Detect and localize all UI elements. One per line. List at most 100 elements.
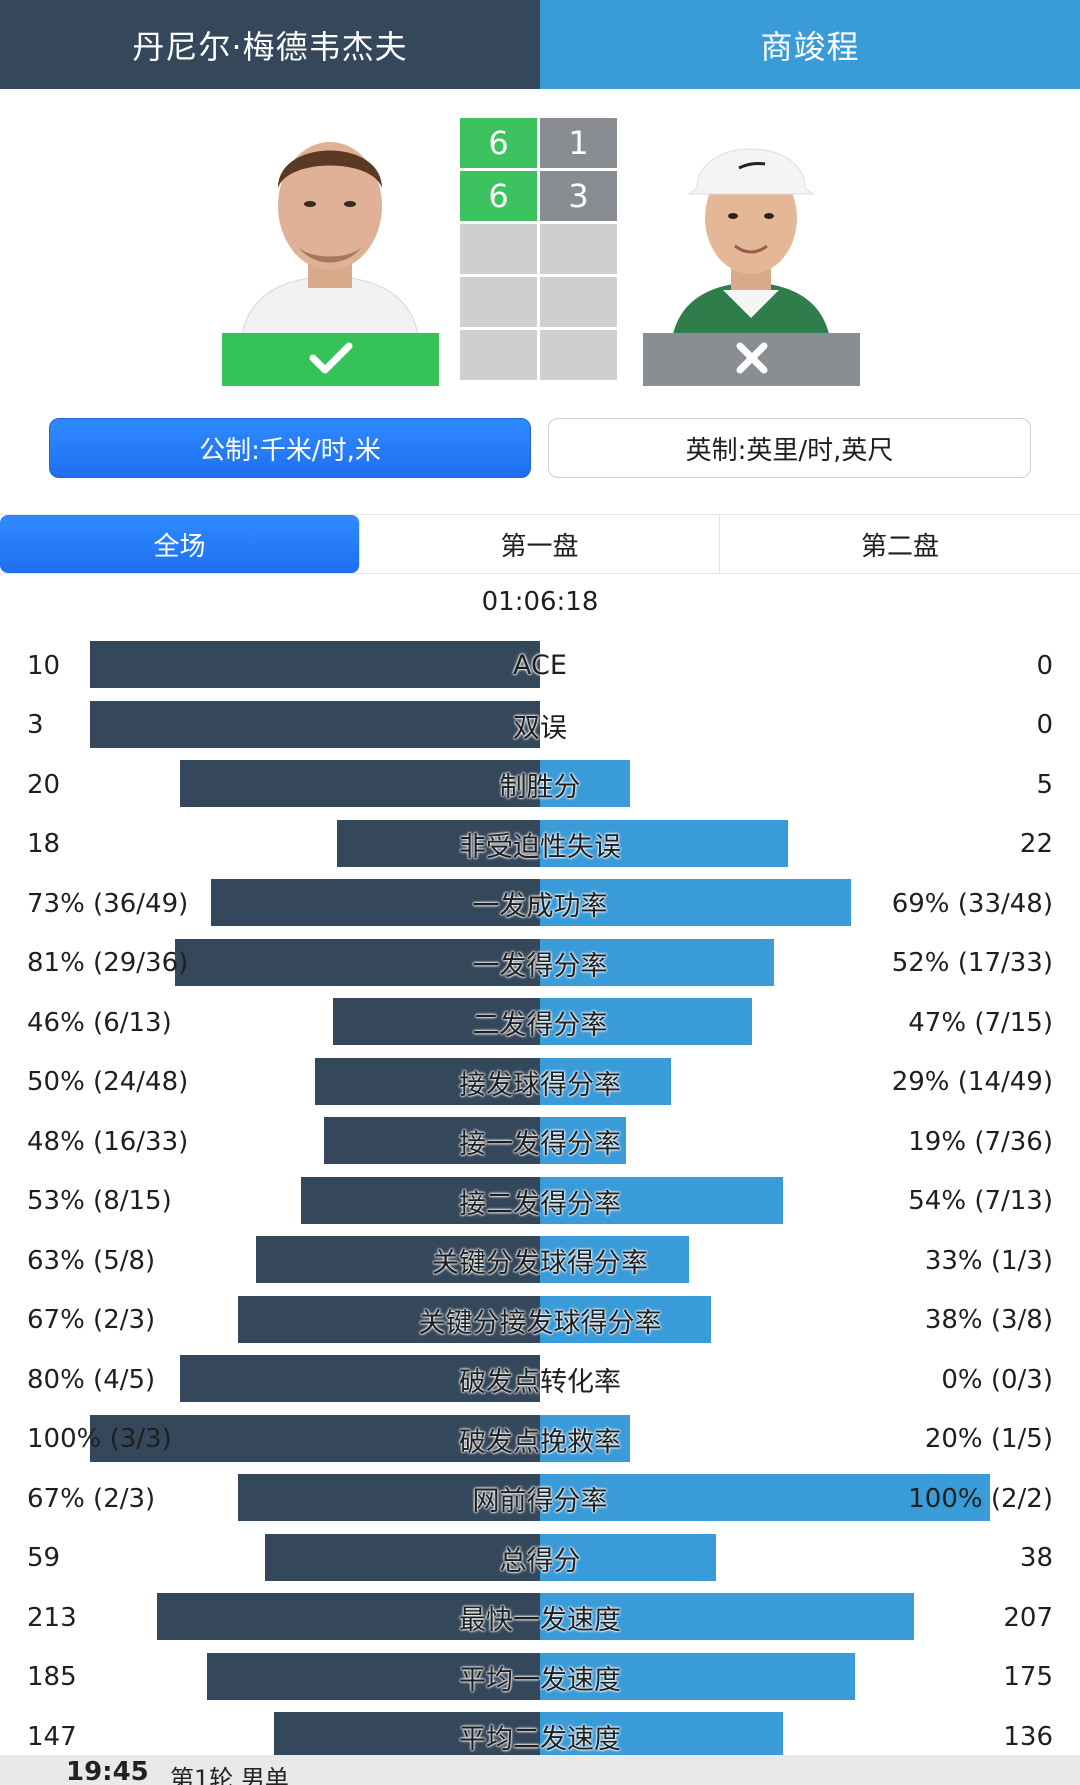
player1-stat-value: 48% (16/33) bbox=[27, 1126, 189, 1157]
winner-badge bbox=[222, 333, 439, 386]
player1-stat-value: 100% (3/3) bbox=[27, 1424, 172, 1455]
player2-stat-bar bbox=[540, 1236, 689, 1283]
player1-stat-bar bbox=[301, 1176, 540, 1224]
stat-row: 213 207 最快一发速度 bbox=[0, 1588, 1080, 1648]
player1-stat-value: 147 bbox=[27, 1721, 77, 1752]
player1-stat-bar bbox=[157, 1593, 540, 1640]
set-row bbox=[460, 330, 620, 380]
stat-label: 破发点挽救率 bbox=[459, 1426, 621, 1458]
stat-row: 18 22 非受迫性失误 bbox=[0, 815, 1080, 875]
player2-stat-bar bbox=[540, 819, 788, 867]
stat-label: 双误 bbox=[513, 712, 567, 744]
stat-label: 破发点转化率 bbox=[459, 1367, 621, 1399]
player1-stat-bar bbox=[333, 998, 540, 1045]
stat-row: 81% (29/36) 52% (17/33) 一发得分率 bbox=[0, 934, 1080, 994]
player2-stat-bar bbox=[540, 1117, 626, 1164]
tab-set-1[interactable]: 第一盘 bbox=[360, 515, 720, 573]
player1-stat-value: 73% (36/49) bbox=[27, 888, 189, 919]
tab-full-match[interactable]: 全场 bbox=[0, 515, 360, 573]
stat-label: 一发成功率 bbox=[472, 891, 608, 923]
stat-label: 非受迫性失误 bbox=[459, 831, 621, 863]
player1-stat-bar bbox=[180, 1355, 540, 1402]
player2-stat-bar bbox=[540, 1533, 716, 1581]
player1-stat-value: 3 bbox=[27, 710, 44, 741]
player2-stat-value: 54% (7/13) bbox=[908, 1186, 1053, 1217]
player1-stat-bar bbox=[175, 938, 540, 986]
stat-label: 网前得分率 bbox=[472, 1486, 608, 1518]
match-duration: 01:06:18 bbox=[481, 587, 599, 617]
player1-stat-value: 67% (2/3) bbox=[27, 1305, 156, 1336]
stat-label: 关键分接发球得分率 bbox=[418, 1307, 662, 1339]
player2-stat-value: 0 bbox=[1036, 710, 1053, 741]
imperial-units-button[interactable]: 英制:英里/时,英尺 bbox=[548, 418, 1031, 478]
player2-stat-value: 38 bbox=[1019, 1543, 1053, 1574]
player2-stat-value: 29% (14/49) bbox=[891, 1067, 1053, 1098]
stat-label: 接二发得分率 bbox=[459, 1188, 621, 1220]
stat-row: 147 136 平均二发速度 bbox=[0, 1707, 1080, 1767]
player1-stat-bar bbox=[238, 1474, 540, 1521]
set-row: 6 1 bbox=[460, 118, 620, 168]
player1-stat-bar bbox=[90, 1414, 540, 1462]
player2-name[interactable]: 商竣程 bbox=[540, 0, 1080, 89]
stat-row: 59 38 总得分 bbox=[0, 1529, 1080, 1589]
next-match-bar[interactable]: 19:45 第1轮 男单 bbox=[0, 1755, 1080, 1785]
player2-stat-bar bbox=[540, 1712, 783, 1759]
player2-avatar[interactable] bbox=[643, 118, 859, 334]
player1-stat-bar bbox=[265, 1533, 540, 1581]
player1-avatar[interactable] bbox=[222, 118, 438, 334]
player1-name[interactable]: 丹尼尔·梅德韦杰夫 bbox=[0, 0, 540, 89]
loser-badge bbox=[643, 333, 860, 386]
metric-units-button[interactable]: 公制:千米/时,米 bbox=[49, 418, 531, 478]
set-row: 6 3 bbox=[460, 171, 620, 221]
player1-stat-bar bbox=[274, 1712, 540, 1759]
stat-label: 接一发得分率 bbox=[459, 1129, 621, 1161]
player2-stat-value: 20% (1/5) bbox=[924, 1424, 1053, 1455]
player2-stat-value: 0 bbox=[1036, 650, 1053, 681]
player2-stat-value: 22 bbox=[1019, 829, 1053, 860]
player1-stat-value: 18 bbox=[27, 829, 61, 860]
match-header: 丹尼尔·梅德韦杰夫 商竣程 bbox=[0, 0, 1080, 89]
stat-row: 67% (2/3) 38% (3/8) 关键分接发球得分率 bbox=[0, 1291, 1080, 1351]
set1-p1-score: 6 bbox=[460, 118, 537, 168]
player2-stat-value: 175 bbox=[1003, 1662, 1053, 1693]
stat-row: 63% (5/8) 33% (1/3) 关键分发球得分率 bbox=[0, 1231, 1080, 1291]
player2-stat-bar bbox=[540, 1414, 630, 1462]
stat-row: 100% (3/3) 20% (1/5) 破发点挽救率 bbox=[0, 1410, 1080, 1470]
player2-stat-bar bbox=[540, 1295, 711, 1343]
set-scores: 6 1 6 3 bbox=[460, 118, 620, 383]
stat-label: 平均一发速度 bbox=[459, 1664, 621, 1696]
stat-row: 46% (6/13) 47% (7/15) 二发得分率 bbox=[0, 993, 1080, 1053]
match-time: 19:45 bbox=[66, 1757, 149, 1785]
player2-stat-value: 0% (0/3) bbox=[941, 1364, 1053, 1395]
stat-label: 最快一发速度 bbox=[459, 1605, 621, 1637]
player1-stat-value: 53% (8/15) bbox=[27, 1186, 172, 1217]
set4-p1-score bbox=[460, 277, 537, 327]
player2-stat-value: 52% (17/33) bbox=[891, 948, 1053, 979]
set-row bbox=[460, 224, 620, 274]
player1-stat-bar bbox=[315, 1057, 540, 1105]
check-icon bbox=[309, 341, 353, 379]
player1-stat-value: 10 bbox=[27, 650, 61, 681]
stat-row: 73% (36/49) 69% (33/48) 一发成功率 bbox=[0, 874, 1080, 934]
player1-stat-value: 67% (2/3) bbox=[27, 1483, 156, 1514]
player2-stat-value: 33% (1/3) bbox=[924, 1245, 1053, 1276]
x-icon bbox=[734, 340, 770, 380]
set3-p1-score bbox=[460, 224, 537, 274]
player2-stat-bar bbox=[540, 1474, 990, 1521]
stat-label: 总得分 bbox=[499, 1545, 581, 1577]
player1-stat-bar bbox=[337, 819, 540, 867]
player1-stat-bar bbox=[256, 1236, 540, 1283]
stat-row: 20 5 制胜分 bbox=[0, 755, 1080, 815]
set-tabs: 全场 第一盘 第二盘 bbox=[0, 514, 1080, 574]
player1-stat-value: 80% (4/5) bbox=[27, 1364, 156, 1395]
player2-stat-value: 100% (2/2) bbox=[908, 1483, 1053, 1514]
player1-stat-value: 185 bbox=[27, 1662, 77, 1693]
player2-stat-bar bbox=[540, 1057, 671, 1105]
player2-stat-bar bbox=[540, 879, 851, 926]
player1-stat-bar bbox=[207, 1652, 540, 1700]
player1-stat-value: 50% (24/48) bbox=[27, 1067, 189, 1098]
stat-label: 接发球得分率 bbox=[459, 1069, 621, 1101]
set3-p2-score bbox=[540, 224, 617, 274]
player2-stat-bar bbox=[540, 938, 774, 986]
tab-set-2[interactable]: 第二盘 bbox=[860, 531, 939, 562]
